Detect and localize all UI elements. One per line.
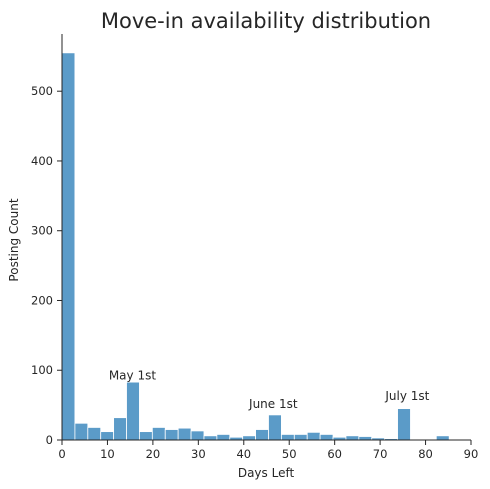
histogram-bar [177,427,192,441]
x-tick-label: 80 [418,447,433,461]
y-tick-label: 0 [46,433,53,447]
histogram-bar [306,431,321,441]
histogram-bar [435,435,450,441]
x-tick-label: 30 [191,447,206,461]
histogram-bar [242,435,256,441]
y-tick-label: 500 [31,84,53,98]
y-axis-label: Posting Count [7,198,21,281]
y-axis: 0 100 200 300 400 500 [31,34,63,447]
histogram-bar [319,434,334,441]
histogram-bar [87,427,102,441]
y-tick-label: 300 [31,224,53,238]
y-tick-label: 200 [31,293,53,307]
histogram-bar [255,429,269,441]
histogram-bar [268,414,282,441]
histogram-bar [126,381,140,441]
histogram-bar [216,434,231,441]
x-axis: 0 10 20 30 40 50 60 70 80 90 [58,439,479,461]
histogram-bar [293,434,308,441]
x-tick-label: 60 [327,447,342,461]
histogram-bar [203,435,218,441]
x-tick-label: 40 [236,447,251,461]
x-tick-label: 10 [100,447,115,461]
histogram-bar [113,417,127,441]
histogram-bar [139,431,153,441]
histogram-bar [164,429,179,441]
x-tick-label: 50 [282,447,297,461]
x-tick-label: 90 [464,447,479,461]
annotations-group: May 1st June 1st July 1st [109,368,430,411]
histogram-bar [358,436,373,441]
chart-title: Move-in availability distribution [101,9,431,33]
y-tick-label: 400 [31,154,53,168]
annotation-label: May 1st [109,368,157,382]
histogram-bar [281,434,295,441]
x-tick-label: 0 [58,447,65,461]
x-tick-label: 20 [146,447,161,461]
annotation-label: June 1st [248,397,298,411]
histogram-bar [345,435,360,441]
x-axis-label: Days Left [238,466,295,480]
histogram-bar [397,408,411,441]
histogram-bar [190,430,205,441]
histogram-bar [151,427,166,441]
y-tick-label: 100 [31,363,53,377]
histogram-bar [61,52,76,441]
x-tick-label: 70 [373,447,388,461]
histogram-bar [74,422,89,441]
annotation-label: July 1st [384,389,429,403]
histogram-bar [100,431,115,441]
